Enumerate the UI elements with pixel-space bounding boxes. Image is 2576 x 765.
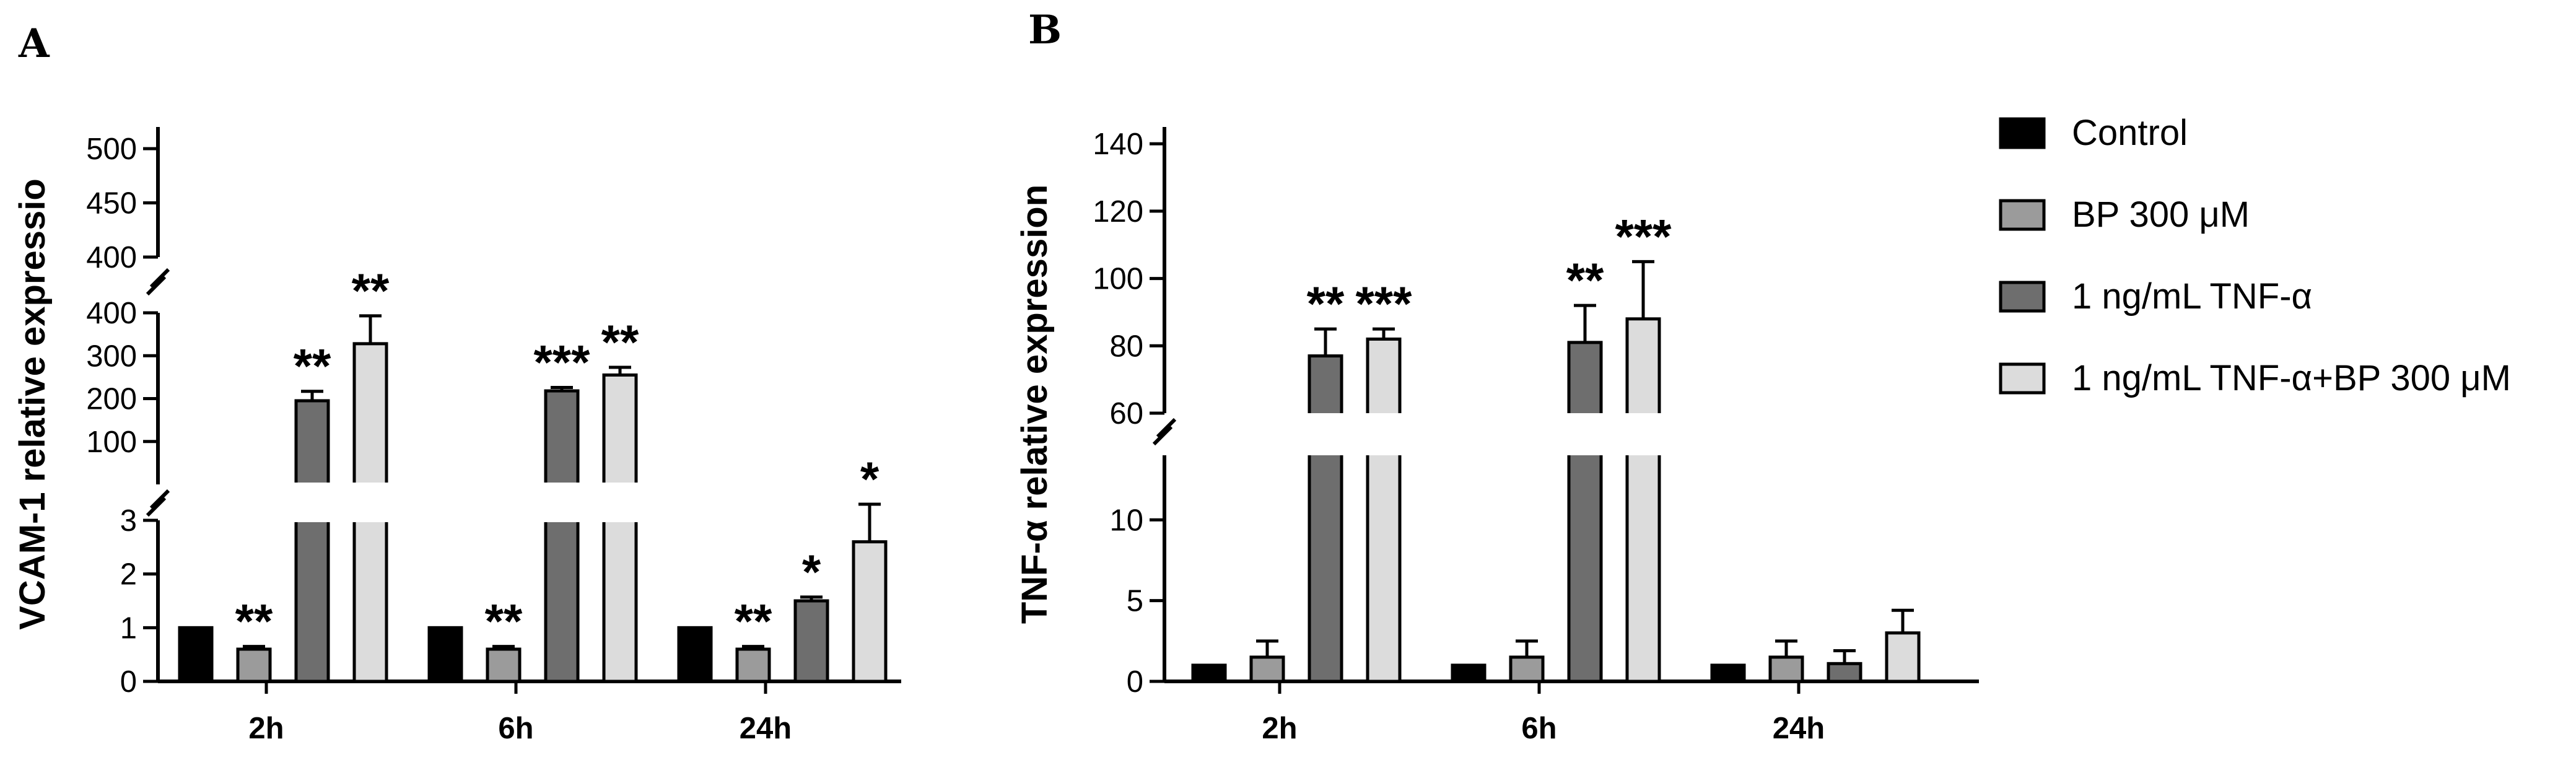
legend-label: Control bbox=[2072, 113, 2188, 153]
y-tick-label: 5 bbox=[1127, 585, 1143, 618]
bar bbox=[1567, 341, 1603, 683]
y-tick-label: 10 bbox=[1109, 504, 1143, 537]
bar bbox=[1710, 663, 1746, 683]
x-tick-label: 24h bbox=[740, 712, 792, 745]
significance-label: ** bbox=[601, 315, 639, 369]
y-tick-label: 200 bbox=[86, 383, 137, 416]
bar-break-gap bbox=[601, 483, 639, 522]
bar bbox=[486, 647, 522, 683]
bar-break-gap bbox=[1306, 413, 1345, 455]
axis-break-mark bbox=[146, 496, 167, 517]
y-tick-label: 450 bbox=[86, 187, 137, 221]
significance-label: ** bbox=[235, 594, 273, 649]
significance-label: ** bbox=[352, 263, 390, 318]
x-tick-label: 24h bbox=[1773, 712, 1825, 745]
bar-break-gap bbox=[1624, 413, 1662, 455]
bar bbox=[1451, 663, 1487, 683]
y-tick-label: 2 bbox=[120, 558, 137, 592]
x-tick-label: 6h bbox=[498, 712, 533, 745]
axis-break-mark bbox=[146, 275, 167, 296]
bar-break-gap bbox=[351, 483, 390, 522]
y-axis-title: VCAM-1 relative expressio bbox=[12, 178, 53, 630]
bar bbox=[677, 626, 713, 683]
y-tick-label: 100 bbox=[86, 426, 137, 459]
bar bbox=[1768, 655, 1804, 683]
bar-break-gap bbox=[543, 483, 581, 522]
x-tick-label: 6h bbox=[1521, 712, 1557, 745]
y-tick-label: 1 bbox=[120, 611, 137, 645]
y-tick-label: 0 bbox=[120, 665, 137, 699]
significance-label: ** bbox=[1307, 276, 1345, 331]
legend-swatch bbox=[1999, 281, 2046, 313]
bar bbox=[1625, 317, 1661, 683]
significance-label: ** bbox=[735, 594, 772, 649]
y-tick-label: 400 bbox=[86, 241, 137, 274]
y-tick-label: 400 bbox=[86, 297, 137, 330]
significance-label: ** bbox=[1566, 253, 1604, 307]
panel-b-label: B bbox=[1028, 7, 1062, 53]
bar bbox=[1308, 354, 1343, 683]
bar bbox=[178, 626, 214, 683]
legend-swatch bbox=[1999, 199, 2046, 231]
y-axis-title: TNF-α relative expression bbox=[1015, 185, 1055, 624]
axis-break-mark bbox=[1152, 425, 1173, 446]
axis-break-mark bbox=[1156, 417, 1177, 439]
bar bbox=[1249, 655, 1285, 683]
significance-label: ** bbox=[485, 594, 523, 649]
bar-break-gap bbox=[1566, 413, 1604, 455]
significance-label: *** bbox=[1615, 209, 1672, 263]
bar bbox=[544, 389, 580, 683]
bar bbox=[852, 540, 888, 683]
significance-label: *** bbox=[1355, 276, 1412, 331]
bar bbox=[1509, 655, 1545, 683]
panel-a-label: A bbox=[18, 20, 50, 67]
legend-label: 1 ng/mL TNF-α+BP 300 μM bbox=[2072, 358, 2511, 398]
legend-label: 1 ng/mL TNF-α bbox=[2072, 276, 2312, 317]
y-tick-label: 0 bbox=[1127, 665, 1143, 699]
significance-label: * bbox=[860, 452, 880, 506]
axis-break-mark bbox=[149, 489, 170, 510]
y-tick-label: 500 bbox=[86, 133, 137, 166]
axis-break-mark bbox=[149, 268, 170, 289]
y-tick-label: 3 bbox=[120, 504, 137, 538]
x-tick-label: 2h bbox=[248, 712, 284, 745]
bar bbox=[294, 399, 330, 683]
legend: Control BP 300 μM 1 ng/mL TNF-α 1 ng/mL TNF… bbox=[1999, 113, 2511, 398]
y-tick-label: 300 bbox=[86, 339, 137, 373]
significance-label: ** bbox=[294, 339, 331, 393]
bar bbox=[1191, 663, 1227, 683]
bar bbox=[735, 647, 771, 683]
bar bbox=[602, 373, 638, 683]
y-tick-label: 100 bbox=[1093, 263, 1143, 296]
legend-swatch bbox=[1999, 117, 2046, 149]
bar-break-gap bbox=[293, 483, 331, 522]
chart-panel-a: 0 1 2 3 100 200 300 400 400 450 500 VCAM-1 relative… bbox=[12, 127, 901, 745]
bar bbox=[1366, 337, 1402, 683]
bar bbox=[793, 599, 829, 683]
bar bbox=[1885, 631, 1921, 683]
bar-break-gap bbox=[1364, 413, 1403, 455]
y-tick-label: 60 bbox=[1109, 397, 1143, 431]
significance-label: * bbox=[802, 544, 821, 599]
bar bbox=[1827, 662, 1862, 683]
chart-panel-b: 0 5 10 60 80 100 120 140 TNF-α relative expressi… bbox=[1015, 127, 1979, 745]
legend-label: BP 300 μM bbox=[2072, 195, 2250, 235]
bar bbox=[236, 647, 272, 683]
y-tick-label: 140 bbox=[1093, 128, 1143, 161]
legend-swatch bbox=[1999, 362, 2046, 395]
significance-label: *** bbox=[533, 334, 590, 389]
y-tick-label: 80 bbox=[1109, 330, 1143, 363]
x-tick-label: 2h bbox=[1262, 712, 1297, 745]
y-tick-label: 120 bbox=[1093, 195, 1143, 229]
bar bbox=[427, 626, 463, 683]
